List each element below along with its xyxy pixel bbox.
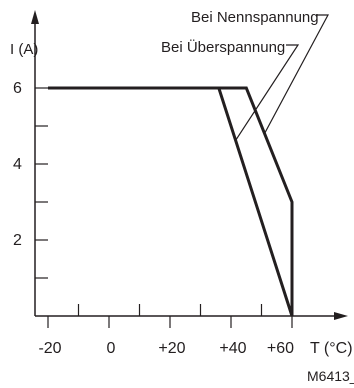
x-tick-label: +20 [158, 340, 185, 357]
x-tick-label: 0 [107, 340, 116, 357]
x-axis-unit-label: T (°C) [310, 340, 353, 357]
y-tick-label: 2 [13, 232, 22, 249]
figure-id: M6413_b [307, 368, 354, 384]
chart-series [48, 86, 294, 317]
y-axis-arrow [31, 10, 39, 24]
x-tick-label: +40 [219, 340, 246, 357]
x-tick-label: +60 [267, 340, 294, 357]
x-axis-arrow [334, 312, 348, 320]
annotation-label-ueberspannung: Bei Überspannung [161, 38, 285, 56]
chart-axes [31, 10, 348, 320]
annotation-label-nennspannung: Bei Nennspannung [191, 9, 319, 26]
series-line-ueberspannung [48, 86, 294, 317]
annotation-leader-nennspannung [263, 14, 330, 134]
chart-annotations [235, 14, 330, 141]
x-tick-label: -20 [38, 340, 61, 357]
annotation-leader-ueberspannung [235, 44, 300, 141]
chart-ticks: -20 0 +20 +40 +60 2 4 6 [13, 80, 294, 357]
y-tick-label: 6 [13, 80, 22, 97]
y-tick-label: 4 [13, 156, 22, 173]
y-axis-label: I (A) [10, 41, 38, 58]
